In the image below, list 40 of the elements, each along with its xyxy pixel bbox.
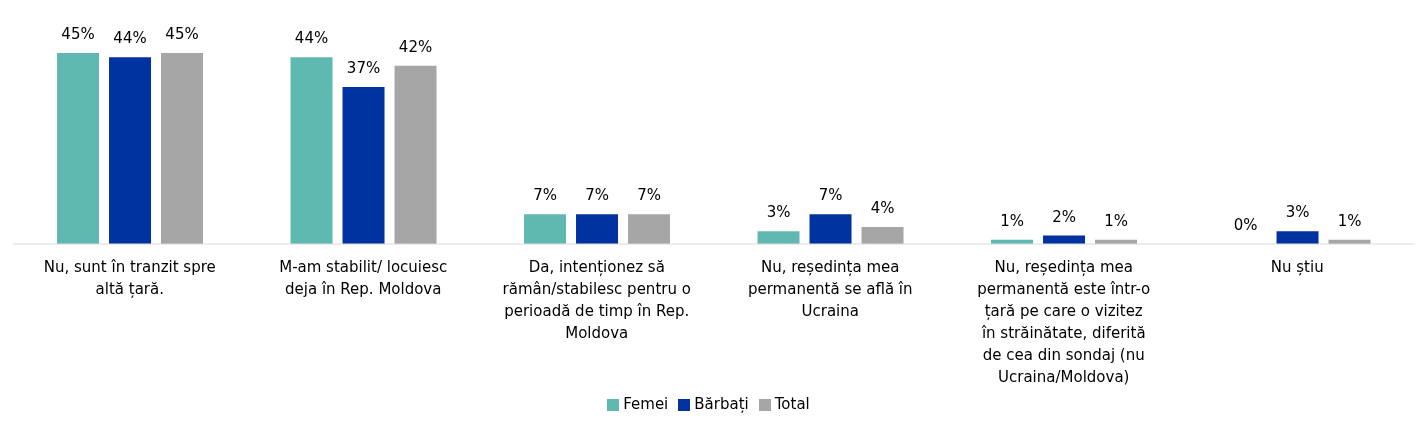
bar [161,53,204,244]
data-label: 37% [346,58,381,77]
data-label: 1% [1337,211,1362,230]
data-label: 7% [533,186,557,205]
x-tick-label: Nu știu [1270,258,1324,276]
legend-label: Total [774,395,810,413]
data-label: 7% [585,186,609,205]
legend-label: Femei [623,395,669,413]
bar [342,86,385,244]
legend-label: Bărbați [694,395,749,413]
data-label: 7% [818,186,843,205]
x-tick-label: Nu, reședința mea permanentă este într-o țară pe care o vizitez în străinătate, diferită de cea din sondaj (nu Ucraina/Moldova) [977,258,1151,386]
x-tick-label: Nu, sunt în tranzit spre altă țară. [43,258,216,298]
x-tick-label: Da, intenționez să rămân/stabilesc pentru o perioadă de timp în Rep. Moldova [502,258,691,342]
data-label: 1% [1000,211,1024,230]
data-label: 1% [1104,211,1128,230]
bar [628,214,671,244]
data-label: 42% [398,37,433,56]
data-label: 7% [637,186,661,205]
bar [861,227,904,244]
x-tick-label: Nu, reședința mea permanentă se află în Ucraina [747,258,913,320]
data-label: 44% [294,29,329,48]
bar [576,214,619,244]
data-label: 45% [165,25,199,43]
data-label: 0% [1233,215,1258,234]
data-label: 3% [1285,203,1310,222]
x-tick-label: M-am stabilit/ locuiesc deja în Rep. Moldova [279,258,448,298]
data-label: 45% [61,25,95,43]
bar [1276,231,1319,244]
data-label: 2% [1052,207,1076,226]
bar [524,214,567,244]
data-label: 4% [870,199,895,218]
bar [809,214,852,244]
data-label: 3% [766,203,791,222]
bar [394,65,437,244]
bar [57,53,100,244]
bar [290,57,333,244]
bar [757,231,800,244]
bar [109,57,152,244]
data-label: 44% [113,29,147,48]
